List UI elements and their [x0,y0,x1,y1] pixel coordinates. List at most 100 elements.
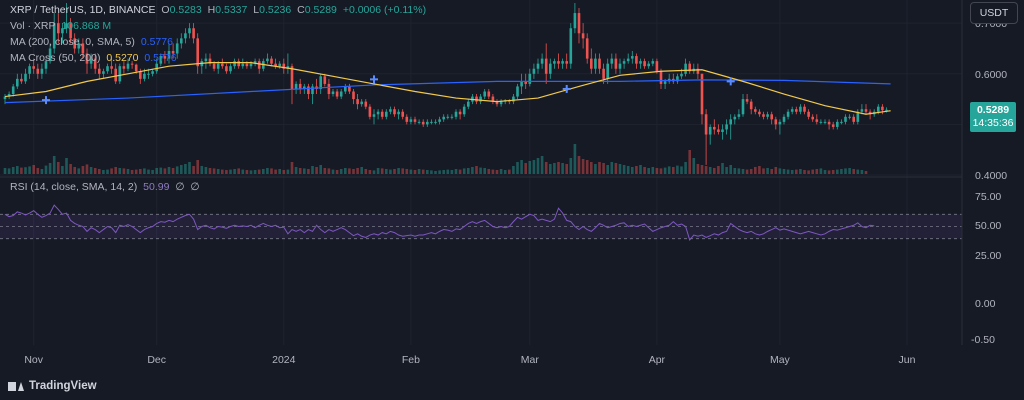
volume-bar [57,162,60,174]
volume-bar [249,170,253,174]
candle-body [635,56,638,64]
volume-bar [290,162,294,174]
candle-body [397,111,400,115]
candle-body [856,111,860,122]
volume-bar [32,165,35,174]
volume-bar [348,168,351,174]
tradingview-icon [8,381,24,391]
candle-body [319,76,322,89]
ma-cross-label: MA Cross (50, 200) [10,52,101,64]
volume-value: 106.868 M [61,20,112,32]
candle-body [171,51,175,54]
candle-body [3,96,7,100]
volume-bar [253,170,257,174]
tradingview-logo[interactable]: TradingView [8,380,97,392]
candle-body [790,109,794,112]
candle-body [614,58,618,69]
ma-cross-legend[interactable]: MA Cross (50, 200) 0.5270 0.5776 [10,52,180,64]
volume-bar [155,168,158,174]
candle-body [126,63,130,69]
candle-body [98,68,101,74]
volume-bar [544,162,548,174]
volume-bar [577,156,581,174]
volume-bar [270,168,273,174]
volume-bar [151,170,154,174]
volume-bar [130,170,134,174]
candle-body [331,91,335,95]
volume-bar [385,169,388,174]
volume-bar [175,166,179,174]
rsi-tick-label: 25.00 [975,250,1001,262]
time-tick-label: 2024 [272,354,296,366]
volume-bar [282,170,286,174]
candle-body [663,81,667,84]
volume-bar [717,166,720,174]
candle-body [860,109,864,112]
time-tick-label: May [770,354,791,366]
volume-bar [594,164,597,174]
symbol-title[interactable]: XRP / TetherUS, 1D, BINANCE [10,4,156,16]
candle-body [840,121,843,123]
volume-bar [225,170,228,174]
volume-bar [684,162,687,174]
volume-bar [725,167,728,174]
volume-bar [344,168,347,174]
volume-bar [819,168,823,174]
candle-body [57,23,60,34]
volume-bar [77,168,81,174]
candle-body [532,68,536,74]
volume-bar [840,169,843,174]
candle-body [577,13,581,34]
candle-body [364,101,368,107]
volume-bar [73,167,76,174]
candle-body [774,119,778,125]
candle-body [81,43,85,54]
candle-body [524,81,527,84]
candle-body [717,129,720,132]
volume-bar [721,163,724,174]
volume-bar [81,166,85,174]
volume-bar [421,169,425,174]
time-axis[interactable]: Nov Dec 2024 Feb Mar Apr May Jun [24,354,915,366]
volume-bar [569,158,573,174]
volume-legend[interactable]: Vol · XRP 106.868 M [10,20,114,32]
candle-body [417,121,421,123]
candle-body [729,119,732,125]
volume-bar [98,169,101,174]
candle-body [167,51,171,59]
volume-bar [754,167,757,174]
candle-body [540,58,544,64]
volume-bar [540,156,544,174]
volume-bar [602,163,605,174]
candle-body [122,66,126,69]
candle-body [89,58,93,64]
candle-body [573,13,577,29]
volume-bar [561,163,564,174]
volume-bar [356,168,359,174]
candle-body [85,53,89,64]
candle-body [446,116,450,118]
rsi-axis[interactable]: 75.00 50.00 25.00 0.00 -0.50 [971,191,1001,346]
volume-bar [89,167,93,174]
candle-body [557,61,560,64]
candle-body [233,61,236,67]
candle-body [676,76,679,82]
candle-body [151,71,154,74]
currency-button[interactable]: USDT [970,2,1018,24]
volume-bar [450,170,454,174]
close-value: 0.5289 [304,4,337,16]
candle-body [241,63,245,67]
volume-bar [118,168,122,174]
candle-body [528,73,532,84]
volume-bar [200,166,204,174]
volume-bar [598,162,601,174]
ma-legend[interactable]: MA (200, close, 0, SMA, 5) 0.5776 [10,36,176,48]
volume-bar [483,168,486,174]
candle-body [491,96,495,102]
candle-body [467,101,470,107]
candle-body [147,73,150,75]
rsi-legend[interactable]: RSI (14, close, SMA, 14, 2) 50.99 ∅ ∅ [10,181,203,193]
volume-bar [475,166,478,174]
